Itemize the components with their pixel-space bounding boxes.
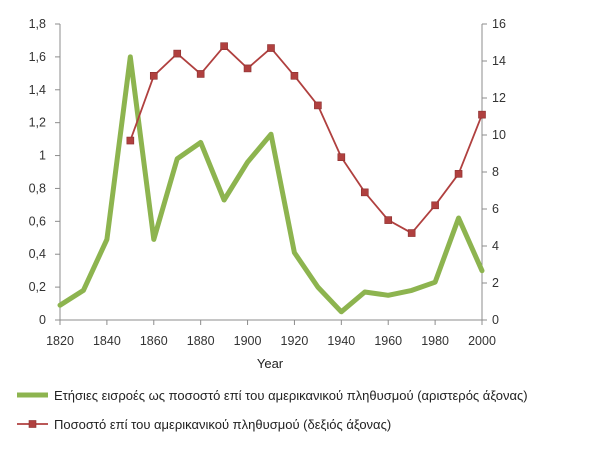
x-tick-label: 1820 — [46, 334, 74, 348]
y-left-tick-label: 0,8 — [29, 181, 46, 195]
data-point-population-share — [267, 44, 275, 52]
series-line-inflows — [57, 54, 485, 315]
y-right-tick-label: 14 — [492, 54, 506, 68]
data-point-population-share — [149, 72, 158, 80]
data-point-population-share — [126, 136, 135, 145]
series-layer — [57, 42, 486, 315]
data-point-population-share — [243, 64, 252, 73]
data-point-population-share — [454, 170, 463, 178]
data-point-population-share — [384, 216, 393, 224]
data-point-population-share — [407, 229, 416, 237]
y-right-tick-label: 4 — [492, 239, 499, 253]
y-left-tick-label: 1,4 — [29, 83, 46, 97]
data-point-population-share — [360, 188, 369, 197]
data-point-population-share — [220, 42, 228, 51]
x-tick-label: 1880 — [187, 334, 215, 348]
y-left-tick-label: 1,8 — [29, 17, 46, 31]
y-left-tick-label: 1,6 — [29, 50, 46, 64]
data-point-population-share — [290, 72, 299, 80]
data-point-population-share — [337, 153, 346, 161]
x-axis-title: Year — [257, 356, 284, 371]
y-left-tick-label: 1,2 — [29, 116, 46, 130]
axes: 0 0,2 0,4 0,6 0,8 1 1,2 1,4 1,6 1,8 0 2 4 6 8 10 12 14 16 1… — [29, 17, 506, 348]
x-tick-label: 1940 — [327, 334, 355, 348]
y-left-tick-label: 0,2 — [29, 280, 46, 294]
y-right-tick-label: 10 — [492, 128, 506, 142]
legend-label: Ποσοστό επί του αμερικανικού πληθυσμού (… — [54, 417, 391, 432]
data-point-population-share — [314, 101, 322, 110]
y-left-tick-label: 0,6 — [29, 214, 46, 228]
data-point-population-share — [196, 70, 205, 78]
legend-label: Ετήσιες εισροές ως ποσοστό επί του αμερι… — [54, 388, 528, 403]
y-right-tick-label: 6 — [492, 202, 499, 216]
y-left-tick-label: 0 — [39, 313, 46, 327]
y-right-tick-label: 2 — [492, 276, 499, 290]
data-point-population-share — [173, 49, 182, 58]
series-line-population-share — [129, 45, 483, 235]
x-tick-label: 1860 — [140, 334, 168, 348]
y-left-tick-label: 0,4 — [29, 247, 46, 261]
y-left-tick-label: 1 — [39, 149, 46, 163]
y-right-tick-label: 16 — [492, 17, 506, 31]
data-point-population-share — [478, 110, 486, 119]
x-tick-label: 1960 — [374, 334, 402, 348]
y-right-tick-label: 8 — [492, 165, 499, 179]
y-right-tick-label: 12 — [492, 91, 506, 105]
data-point-population-share — [431, 201, 439, 210]
x-tick-label: 2000 — [468, 334, 496, 348]
legend: Ετήσιες εισροές ως ποσοστό επί του αμερι… — [17, 388, 528, 432]
x-tick-label: 1920 — [281, 334, 309, 348]
x-tick-label: 1980 — [421, 334, 449, 348]
legend-swatch-population-share-marker — [28, 420, 37, 428]
x-tick-label: 1840 — [93, 334, 121, 348]
x-tick-label: 1900 — [234, 334, 262, 348]
y-right-tick-label: 0 — [492, 313, 499, 327]
